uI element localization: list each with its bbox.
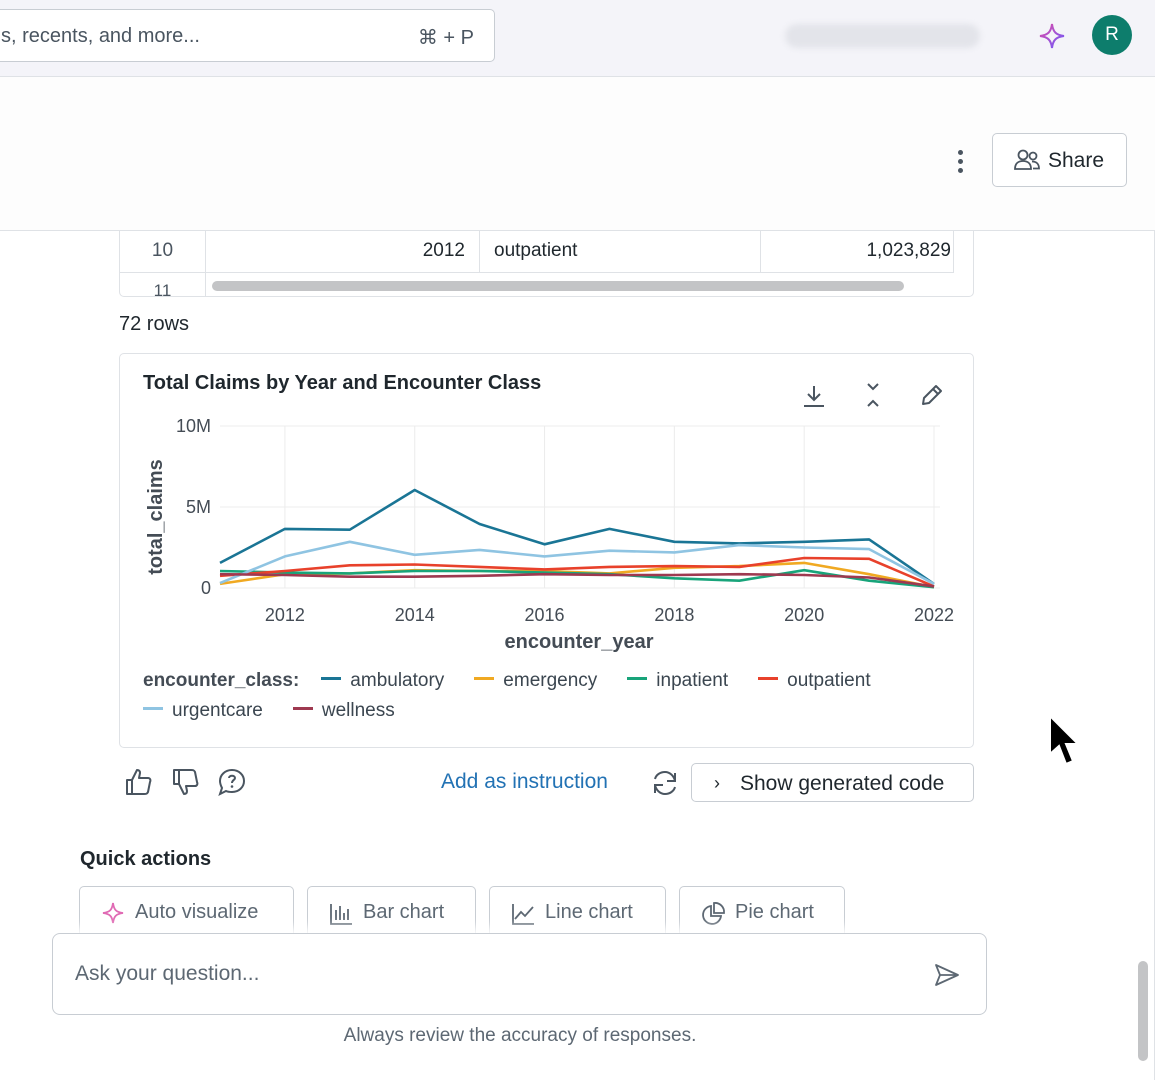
legend-item-inpatient[interactable]: inpatient [627, 670, 728, 692]
legend-label: inpatient [656, 670, 729, 691]
x-tick-label: 2020 [784, 605, 824, 625]
legend-swatch [292, 707, 313, 711]
cell-year: 2012 [206, 231, 480, 273]
row-count: 72 rows [119, 313, 190, 335]
legend-swatch [474, 677, 495, 681]
quick-action-label: Bar chart [363, 901, 445, 923]
x-tick-label: 2012 [265, 605, 305, 625]
cell-claims: 1,023,829 [761, 231, 954, 273]
y-tick-label: 0 [201, 578, 211, 598]
legend-swatch [321, 677, 342, 681]
quick-action-label: Pie chart [735, 901, 814, 923]
line-chart-button[interactable]: Line chart [489, 886, 666, 934]
share-label: Share [1048, 149, 1105, 172]
series-line-ambulatory [219, 488, 935, 585]
search-input[interactable]: s, recents, and more... ⌘ + P [0, 9, 495, 62]
pie-chart-icon [702, 902, 725, 925]
legend-item-wellness[interactable]: wellness [292, 700, 395, 722]
legend-label: urgentcare [172, 700, 263, 721]
pie-chart-button[interactable]: Pie chart [679, 886, 845, 934]
chart-legend: encounter_class: ambulatory emergency inpat… [143, 670, 963, 730]
quick-action-label: Auto visualize [135, 901, 259, 923]
results-table: 10 2012 outpatient 1,023,829 11 [119, 231, 974, 297]
legend-label: emergency [503, 670, 598, 691]
people-icon [1014, 149, 1040, 170]
row-index: 10 [120, 231, 206, 273]
chevron-right-icon: › [714, 773, 720, 793]
x-tick-label: 2022 [914, 605, 954, 625]
series-line-inpatient [219, 568, 935, 589]
horizontal-scrollbar[interactable] [212, 281, 904, 291]
y-tick-label: 5M [186, 497, 211, 517]
line-chart-icon [512, 904, 534, 925]
legend-swatch [758, 677, 779, 681]
bar-chart-icon [330, 904, 352, 925]
quick-action-label: Line chart [545, 901, 633, 923]
share-button[interactable]: Share [992, 133, 1127, 187]
x-axis-title: encounter_year [505, 631, 654, 653]
question-composer[interactable]: Ask your question... [52, 933, 987, 1015]
legend-item-emergency[interactable]: emergency [474, 670, 597, 692]
mouse-cursor-icon [1049, 714, 1081, 766]
show-code-label: Show generated code [740, 772, 945, 795]
show-generated-code-button[interactable]: › Show generated code [691, 763, 974, 802]
y-axis-title: total_claims [145, 459, 167, 575]
cell-class: outpatient [480, 231, 761, 273]
main-panel: Share 10 2012 outpatient 1,023,829 11 72… [0, 76, 1155, 1080]
bar-chart-button[interactable]: Bar chart [307, 886, 476, 934]
legend-item-ambulatory[interactable]: ambulatory [321, 670, 444, 692]
collapse-icon[interactable] [859, 381, 887, 409]
chart-title: Total Claims by Year and Encounter Class [143, 372, 542, 394]
send-icon[interactable] [933, 961, 961, 989]
y-tick-label: 10M [176, 416, 211, 436]
download-icon[interactable] [800, 382, 828, 410]
legend-swatch [627, 677, 648, 681]
redacted-workspace-name [785, 24, 980, 48]
add-as-instruction-link[interactable]: Add as instruction [441, 770, 608, 793]
x-tick-label: 2014 [395, 605, 435, 625]
more-options-icon[interactable] [948, 147, 972, 175]
top-bar: s, recents, and more... ⌘ + P R [0, 0, 1155, 76]
legend-swatch [143, 707, 163, 711]
x-tick-label: 2016 [525, 605, 565, 625]
legend-title: encounter_class: [143, 670, 300, 691]
search-shortcut: ⌘ + P [417, 27, 474, 49]
accuracy-disclaimer: Always review the accuracy of responses. [343, 1025, 697, 1046]
edit-pencil-icon[interactable] [918, 381, 946, 409]
x-tick-label: 2018 [654, 605, 694, 625]
user-avatar[interactable]: R [1092, 15, 1132, 55]
feedback-comment-icon[interactable] [217, 767, 247, 797]
legend-item-outpatient[interactable]: outpatient [758, 670, 871, 692]
line-chart: 0 5M 10M 2012 2014 2016 2018 2020 2022 encounter_… [145, 416, 954, 653]
regenerate-icon[interactable] [650, 768, 680, 798]
quick-actions-title: Quick actions [80, 848, 212, 870]
series-line-outpatient [219, 556, 935, 588]
series-line-wellness [219, 572, 935, 588]
thumbs-up-icon[interactable] [124, 767, 154, 797]
legend-item-urgentcare[interactable]: urgentcare [143, 700, 263, 722]
sparkle-icon [102, 902, 124, 924]
legend-label: outpatient [787, 670, 871, 691]
page-header: Share [0, 77, 1155, 231]
question-placeholder: Ask your question... [75, 962, 260, 985]
series-line-urgentcare [219, 540, 935, 586]
chart-card: Total Claims by Year and Encounter Class… [119, 353, 974, 748]
assistant-sparkle-icon[interactable] [1038, 22, 1066, 50]
vertical-scrollbar[interactable] [1138, 961, 1148, 1061]
thumbs-down-icon[interactable] [171, 767, 201, 797]
search-placeholder: s, recents, and more... [1, 25, 200, 47]
auto-visualize-button[interactable]: Auto visualize [79, 886, 294, 934]
legend-label: ambulatory [350, 670, 445, 691]
row-index-next: 11 [120, 273, 206, 296]
legend-label: wellness [321, 700, 395, 721]
